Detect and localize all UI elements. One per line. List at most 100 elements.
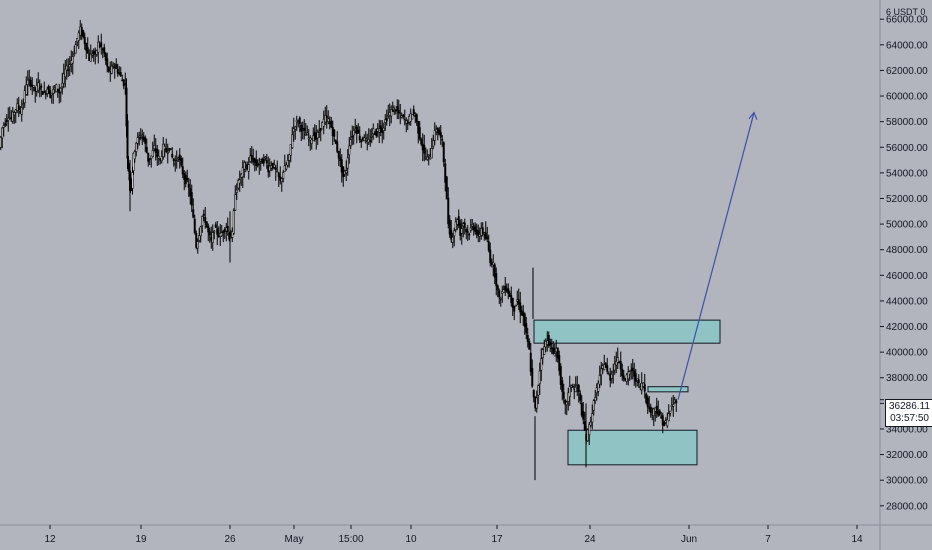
candle-body <box>8 117 11 119</box>
candle-body <box>480 228 483 236</box>
candle-body <box>292 128 295 132</box>
candle-body <box>477 230 480 236</box>
candle-body <box>465 228 468 232</box>
candle-body <box>250 154 253 160</box>
candle-body <box>363 137 366 142</box>
last-price-label: 36286.11 03:57:50 <box>885 399 932 427</box>
candle-body <box>462 223 465 227</box>
candle-body <box>225 227 228 232</box>
candle-body <box>454 221 457 231</box>
candle-body <box>367 139 370 143</box>
candle-body <box>277 172 280 178</box>
candle-body <box>445 176 448 200</box>
x-tick-label: 14 <box>851 534 863 545</box>
candle-body <box>387 114 390 117</box>
candle-body <box>514 304 517 307</box>
candle-body <box>300 124 303 132</box>
candle-body <box>285 164 288 170</box>
candle-body <box>220 232 223 237</box>
candle-body <box>180 158 183 166</box>
candle-body <box>364 136 367 139</box>
candle-body <box>62 73 65 84</box>
candle-body <box>252 158 255 163</box>
candle-body <box>562 391 565 399</box>
candle-body <box>592 400 595 411</box>
candle-body <box>319 128 322 131</box>
candle-body <box>192 209 195 218</box>
candle-body <box>496 285 499 291</box>
candle-body <box>16 103 19 111</box>
candle-body <box>612 371 615 373</box>
candle-body <box>559 365 562 385</box>
candle-body <box>271 162 274 169</box>
candle-body <box>0 136 2 148</box>
candle-body <box>307 137 310 140</box>
candle-body <box>339 157 342 161</box>
candle-body <box>249 155 252 162</box>
candle-body <box>532 389 535 398</box>
candle-body <box>567 392 570 402</box>
candle-body <box>32 85 35 88</box>
candle-body <box>44 93 47 95</box>
candle-body <box>86 47 89 54</box>
candle-body <box>241 167 244 178</box>
candle-body <box>675 400 678 404</box>
x-tick-label: 19 <box>135 534 147 545</box>
candle-body <box>223 229 226 233</box>
x-tick-label: 7 <box>765 534 771 545</box>
candle-body <box>207 225 210 233</box>
candle-body <box>634 373 637 382</box>
candle-body <box>648 407 651 409</box>
candle-body <box>177 157 180 160</box>
candle-body <box>493 264 496 278</box>
y-tick-label: 58000.00 <box>886 117 928 128</box>
candle-body <box>186 178 189 181</box>
candle-body <box>616 357 619 363</box>
candle-body <box>334 140 337 144</box>
candle-body <box>601 365 604 369</box>
candle-body <box>343 170 346 175</box>
candle-body <box>670 404 673 407</box>
candle-body <box>415 114 418 123</box>
candle-body <box>243 162 246 170</box>
candle-body <box>636 378 639 381</box>
candle-body <box>288 154 291 161</box>
candle-body <box>324 115 327 123</box>
candle-body <box>474 226 477 232</box>
candle-body <box>136 137 139 144</box>
candle-body <box>444 163 447 183</box>
candle-body <box>598 375 601 385</box>
candle-body <box>525 322 528 334</box>
candle-body <box>442 142 445 162</box>
candle-body <box>615 360 618 366</box>
candle-body <box>544 341 547 348</box>
candle-body <box>11 111 14 122</box>
candle-body <box>342 166 345 178</box>
candle-body <box>159 158 162 161</box>
candle-body <box>382 127 385 132</box>
currency-label: 6 USDT 0 <box>886 7 925 17</box>
candle-body <box>154 148 157 153</box>
candle-body <box>303 128 306 131</box>
candle-body <box>459 223 462 236</box>
candle-body <box>372 128 375 135</box>
candle-body <box>628 371 631 375</box>
candle-body <box>168 147 171 151</box>
candle-body <box>22 103 25 105</box>
candle-body <box>546 340 549 345</box>
candle-body <box>274 167 277 170</box>
candle-body <box>549 342 552 346</box>
candle-body <box>430 148 433 159</box>
candle-body <box>399 112 402 114</box>
candle-body <box>666 419 669 427</box>
candle-body <box>231 231 234 238</box>
candle-body <box>522 311 525 317</box>
candle-body <box>379 125 382 133</box>
candle-body <box>282 172 285 179</box>
candle-body <box>279 176 282 181</box>
candle-body <box>189 188 192 197</box>
candle-body <box>409 113 412 122</box>
candle-body <box>534 396 537 409</box>
candle-body <box>315 133 318 140</box>
